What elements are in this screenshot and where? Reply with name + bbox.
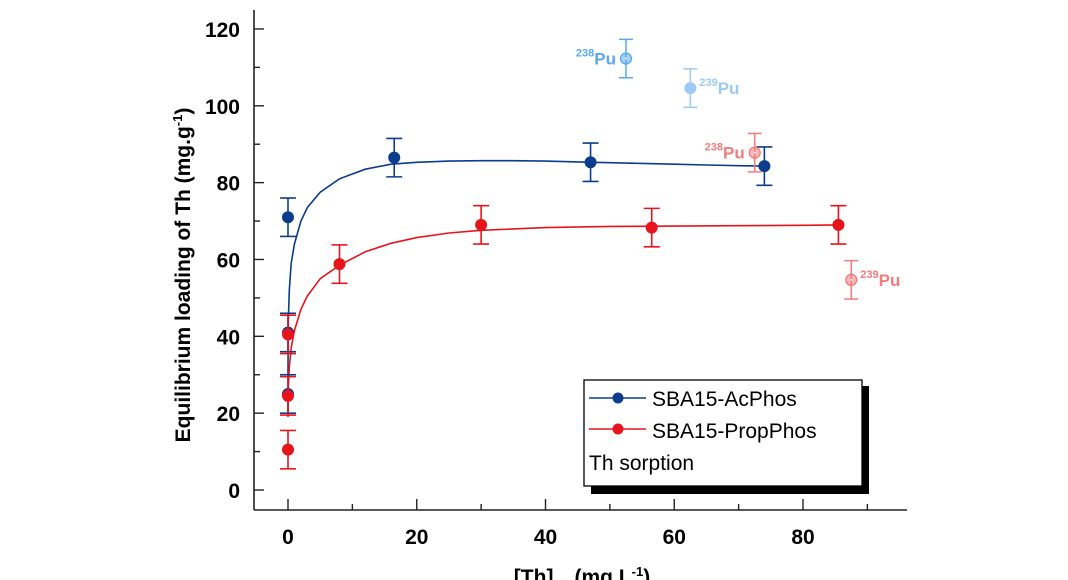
pu-label: 238Pu <box>705 142 745 163</box>
y-tick-label: 0 <box>228 480 240 503</box>
marker-propphos <box>282 443 294 456</box>
y-tick-label: 100 <box>205 96 240 119</box>
element-symbol: Pu <box>723 144 745 163</box>
pu-marker-dot <box>753 151 756 154</box>
isotope-number: 238 <box>705 142 723 154</box>
legend: SBA15-AcPhos SBA15-PropPhos Th sorption <box>583 379 869 494</box>
pu-label: 239Pu <box>860 269 900 290</box>
data-point-acphos <box>756 146 773 187</box>
x-tick-label: 20 <box>405 526 428 549</box>
data-point-propphos <box>830 204 847 245</box>
data-point-propphos <box>331 244 348 285</box>
pu-annotation-239: 239Pu <box>844 259 900 300</box>
data-point-acphos <box>582 142 599 183</box>
pu-label: 238Pu <box>576 48 616 69</box>
data-point-acphos <box>386 137 403 178</box>
legend-label-propphos: SBA15-PropPhos <box>652 420 817 443</box>
x-axis-title: [Th]eq (mg.L-1) <box>514 564 650 580</box>
marker-propphos <box>282 389 294 402</box>
fit-curves <box>287 159 839 418</box>
legend-label-acphos: SBA15-AcPhos <box>652 388 797 411</box>
fit-curve-acphos <box>287 159 765 375</box>
y-tick-label: 60 <box>217 249 240 272</box>
pu-annotation-238: 238Pu <box>705 132 762 173</box>
pu-marker-dot <box>850 278 853 281</box>
x-tick-label: 80 <box>791 526 814 549</box>
element-symbol: Pu <box>594 50 616 69</box>
y-tick-label: 80 <box>217 173 240 196</box>
element-symbol: Pu <box>718 79 740 98</box>
pu-annotation-238: 238Pu <box>576 38 633 79</box>
axes: 0 20 40 60 80 100 120 0 20 40 60 80 <box>205 10 907 549</box>
data-point-propphos <box>280 314 296 355</box>
marker-propphos <box>645 221 658 234</box>
y-axis-title: Equilibrium loading of Th (mg.g-1) <box>170 108 195 443</box>
pu-label: 239Pu <box>699 77 739 98</box>
marker-acphos <box>282 211 294 224</box>
y-tick-label: 20 <box>217 403 240 426</box>
isotope-number: 239 <box>860 269 878 281</box>
legend-marker-acphos <box>612 392 624 404</box>
y-tick-label: 40 <box>217 326 240 349</box>
y-tick-label: 120 <box>205 19 240 42</box>
x-tick-label: 40 <box>534 526 557 549</box>
marker-acphos <box>758 160 771 173</box>
marker-propphos <box>475 218 488 231</box>
data-point-propphos <box>280 429 296 470</box>
legend-note: Th sorption <box>589 452 694 475</box>
data-point-propphos <box>643 207 660 248</box>
pu-annotation-239: 239Pu <box>683 68 739 109</box>
element-symbol: Pu <box>879 271 901 290</box>
fit-curve-propphos <box>287 224 839 418</box>
x-tick-label: 0 <box>282 526 294 549</box>
isotope-number: 239 <box>699 77 717 89</box>
marker-acphos <box>388 151 401 164</box>
data-points <box>280 137 847 470</box>
data-point-propphos <box>473 204 490 245</box>
x-tick-label: 60 <box>663 526 686 549</box>
data-point-acphos <box>280 197 296 238</box>
legend-marker-propphos <box>612 423 624 435</box>
marker-acphos <box>584 156 597 169</box>
isotope-number: 238 <box>576 48 594 60</box>
marker-propphos <box>333 258 346 271</box>
marker-propphos <box>282 328 294 341</box>
data-point-propphos <box>280 375 296 416</box>
pu-marker <box>684 82 697 95</box>
marker-propphos <box>832 218 845 231</box>
pu-marker-dot <box>625 57 627 60</box>
